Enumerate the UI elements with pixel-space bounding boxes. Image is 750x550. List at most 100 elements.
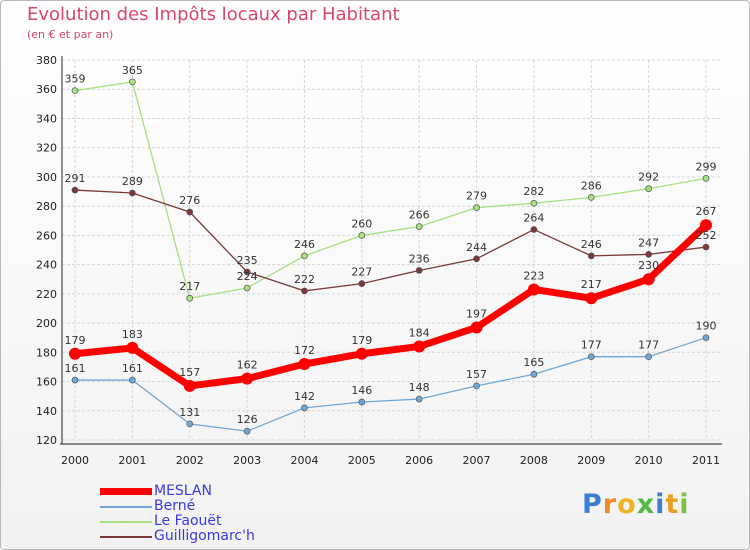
data-point-bern- (702, 334, 710, 342)
data-label-guilligomarc-h: 291 (65, 172, 86, 185)
x-tick-label: 2010 (635, 454, 663, 467)
x-tick-label: 2008 (520, 454, 548, 467)
series-line-meslan (74, 222, 709, 390)
data-point-le-faou-t (645, 185, 652, 192)
data-label-bern-: 177 (638, 339, 659, 352)
y-tick-label: 360 (36, 83, 57, 96)
y-tick-label: 160 (36, 376, 57, 389)
data-point-guilligomarc-h (71, 186, 79, 194)
data-label-bern-: 148 (409, 381, 430, 394)
data-label-le-faou-t: 279 (466, 190, 487, 203)
data-point-guilligomarc-h (645, 251, 652, 258)
data-point-guilligomarc-h (129, 189, 136, 197)
data-label-bern-: 126 (237, 413, 258, 426)
data-point-meslan (700, 219, 712, 232)
data-label-le-faou-t: 266 (409, 209, 430, 222)
grid (62, 59, 722, 441)
y-axis-ticks: 120 140 160 180 200 220 240 260 280 300 320 340 360 3… (36, 54, 57, 447)
legend-label-meslan: MESLAN (154, 483, 212, 499)
data-point-bern- (645, 353, 652, 361)
legend-swatch-meslan (100, 488, 152, 495)
data-label-le-faou-t: 246 (294, 238, 315, 251)
data-point-meslan (527, 283, 540, 296)
data-point-guilligomarc-h (473, 255, 480, 263)
data-label-guilligomarc-h: 289 (122, 175, 143, 188)
legend-item-meslan: MESLAN (100, 484, 255, 499)
data-point-le-faou-t (702, 175, 710, 182)
y-tick-label: 140 (36, 405, 57, 418)
legend-item-guilligomarch: Guilligomarc'h (100, 529, 255, 544)
data-label-meslan: 184 (409, 326, 430, 339)
data-label-meslan: 217 (581, 278, 602, 291)
y-tick-label: 280 (36, 200, 57, 213)
brand-letter: r (602, 489, 618, 520)
x-tick-label: 2002 (176, 454, 204, 467)
data-point-meslan (413, 340, 426, 353)
legend-swatch-berne (100, 505, 152, 508)
data-point-bern- (473, 382, 480, 390)
line-chart: 120 140 160 180 200 220 240 260 280 300 320 340 360 3… (36, 54, 722, 467)
data-point-guilligomarc-h (702, 243, 710, 251)
data-label-bern-: 142 (294, 390, 315, 403)
legend: MESLAN Berné Le Faouët Guilligomarc'h (100, 484, 255, 544)
brand-letter: t (665, 489, 680, 520)
y-tick-label: 180 (36, 346, 57, 359)
data-point-meslan (241, 372, 254, 385)
data-label-guilligomarc-h: 222 (294, 273, 315, 286)
data-point-le-faou-t (71, 87, 79, 95)
y-tick-label: 220 (36, 288, 57, 301)
x-tick-label: 2004 (290, 454, 318, 467)
data-point-guilligomarc-h (587, 252, 595, 260)
data-label-meslan: 197 (466, 307, 487, 320)
data-label-le-faou-t: 299 (696, 160, 717, 173)
data-label-le-faou-t: 365 (122, 64, 143, 77)
data-point-bern- (243, 427, 251, 435)
brand-letter: x (636, 489, 656, 520)
data-point-le-faou-t (243, 284, 251, 292)
data-label-le-faou-t: 217 (179, 280, 200, 293)
data-point-le-faou-t (530, 199, 538, 207)
data-label-guilligomarc-h: 276 (179, 194, 200, 207)
data-point-bern- (530, 370, 538, 378)
legend-label-guilligomarch: Guilligomarc'h (154, 528, 255, 544)
data-label-meslan: 172 (294, 344, 315, 357)
data-label-le-faou-t: 286 (581, 179, 602, 192)
series-line-bern- (75, 337, 707, 432)
data-label-guilligomarc-h: 236 (409, 252, 430, 265)
x-tick-label: 2000 (61, 454, 89, 467)
y-tick-label: 120 (36, 434, 57, 447)
data-label-guilligomarc-h: 252 (696, 229, 717, 242)
data-label-guilligomarc-h: 235 (237, 254, 258, 267)
data-label-meslan: 179 (65, 334, 86, 347)
data-point-guilligomarc-h (415, 267, 423, 274)
brand-letter: i (679, 489, 690, 520)
data-point-bern- (415, 395, 423, 403)
data-point-le-faou-t (415, 223, 423, 230)
data-label-guilligomarc-h: 244 (466, 241, 487, 254)
data-label-guilligomarc-h: 247 (638, 236, 659, 249)
data-label-bern-: 146 (351, 384, 372, 397)
data-label-guilligomarc-h: 264 (523, 212, 544, 225)
data-point-guilligomarc-h (243, 268, 251, 276)
data-point-meslan (470, 321, 483, 334)
data-point-meslan (183, 379, 196, 392)
data-label-bern-: 177 (581, 339, 602, 352)
y-tick-label: 260 (36, 229, 57, 242)
data-label-le-faou-t: 260 (351, 217, 372, 230)
data-labels: 179 183 157 162 172 179 184 197 223 217 230 267 161 1… (65, 64, 717, 426)
chart-title: Evolution des Impôts locaux par Habitant (27, 4, 400, 25)
data-label-meslan: 179 (351, 334, 372, 347)
data-label-meslan: 183 (122, 328, 143, 341)
data-point-bern- (301, 404, 308, 412)
data-point-bern- (587, 353, 595, 361)
data-point-le-faou-t (358, 232, 366, 239)
data-label-bern-: 190 (696, 320, 717, 333)
data-point-le-faou-t (129, 78, 136, 86)
legend-swatch-le-faouet (100, 520, 152, 523)
data-point-guilligomarc-h (301, 287, 308, 295)
legend-swatch-guilligomarch (100, 535, 152, 538)
x-tick-label: 2003 (233, 454, 261, 467)
data-label-le-faou-t: 282 (523, 185, 544, 198)
y-tick-label: 200 (36, 317, 57, 330)
